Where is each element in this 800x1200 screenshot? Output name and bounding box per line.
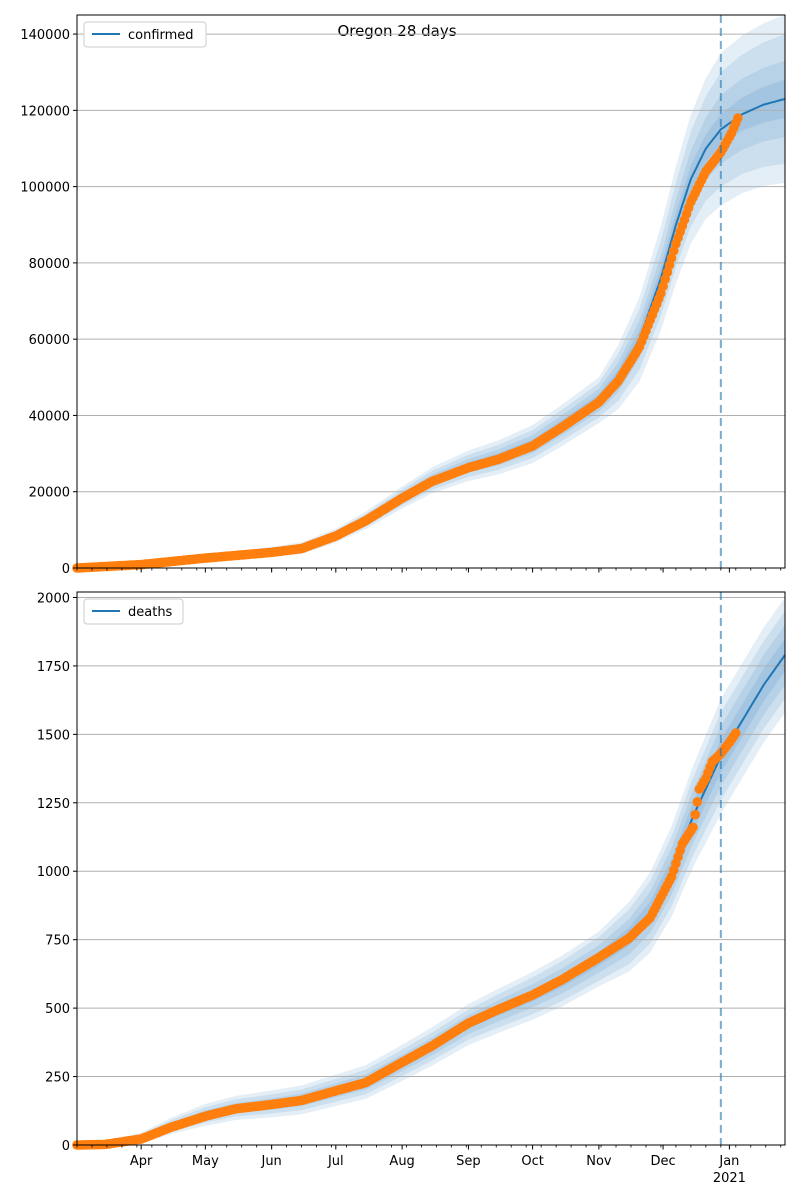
y-tick-label: 250: [45, 1071, 70, 1086]
x-tick-label: Jun: [260, 1154, 281, 1169]
y-tick-label: 2000: [37, 591, 70, 606]
y-tick-label: 500: [45, 1002, 70, 1017]
uncertainty-band: [77, 597, 785, 1145]
y-tick-label: 1000: [37, 865, 70, 880]
x-tick-label: Nov: [586, 1154, 612, 1169]
confirmed-panel: 020000400006000080000100000120000140000 …: [20, 14, 786, 577]
uncertainty-band: [77, 34, 785, 569]
y-tick-label: 100000: [20, 181, 70, 196]
deaths-axes-frame: [76, 591, 786, 1146]
x-year-label: 2021: [713, 1171, 746, 1186]
confirmed-x-axis: [76, 568, 782, 573]
x-tick-label: Dec: [651, 1154, 676, 1169]
y-tick-label: 20000: [29, 486, 70, 501]
deaths-y-axis: 0 250 500 750 1000 1250 1500 1750 2000: [37, 591, 77, 1154]
figure-title: Oregon 28 days: [337, 22, 456, 40]
uncertainty-band: [77, 624, 785, 1145]
observed-point: [692, 797, 703, 807]
y-tick-label: 1750: [37, 660, 70, 675]
y-tick-label: 0: [62, 562, 70, 577]
deaths-panel: 0 250 500 750 1000 1250 1500 1750 2000 Apr May Jun…: [37, 591, 786, 1186]
uncertainty-band: [77, 611, 785, 1145]
y-tick-label: 1250: [37, 797, 70, 812]
legend-label: confirmed: [128, 28, 194, 43]
deaths-legend: deaths: [83, 598, 184, 625]
uncertainty-band: [77, 15, 785, 568]
y-tick-label: 40000: [29, 409, 70, 424]
confirmed-uncertainty-bands: [77, 15, 785, 569]
legend-label: deaths: [128, 605, 173, 620]
x-tick-label: Aug: [389, 1154, 414, 1169]
confirmed-axes-frame: [76, 14, 786, 569]
observed-point: [733, 113, 743, 123]
x-tick-label: Apr: [130, 1154, 153, 1169]
x-tick-label: Jan: [718, 1154, 739, 1169]
y-tick-label: 80000: [29, 257, 70, 272]
uncertainty-band: [77, 79, 785, 569]
confirmed-legend: confirmed: [83, 21, 207, 48]
observed-point: [690, 809, 700, 820]
confirmed-y-axis: 0 20000 40000 60000 80000 100000 120000 140000: [20, 28, 77, 577]
y-tick-label: 750: [45, 934, 70, 949]
confirmed-observed-points: [72, 113, 743, 573]
observed-point: [688, 822, 698, 833]
y-tick-label: 140000: [20, 28, 70, 43]
x-tick-label: Jul: [327, 1154, 344, 1169]
legend-box: [83, 21, 207, 48]
y-tick-label: 60000: [29, 333, 70, 348]
x-tick-label: Oct: [521, 1154, 543, 1169]
y-tick-label: 1500: [37, 728, 70, 743]
deaths-x-axis: Apr May Jun Jul Aug Sep Oct Nov Dec Jan 2021: [76, 1145, 782, 1186]
observed-point: [731, 728, 741, 738]
y-tick-label: 0: [62, 1139, 70, 1154]
x-tick-label: Sep: [456, 1154, 481, 1169]
uncertainty-band: [77, 60, 785, 569]
x-tick-label: May: [192, 1154, 219, 1169]
deaths-observed-points: [72, 728, 741, 1150]
y-tick-label: 120000: [20, 104, 70, 119]
legend-box: [83, 598, 184, 625]
